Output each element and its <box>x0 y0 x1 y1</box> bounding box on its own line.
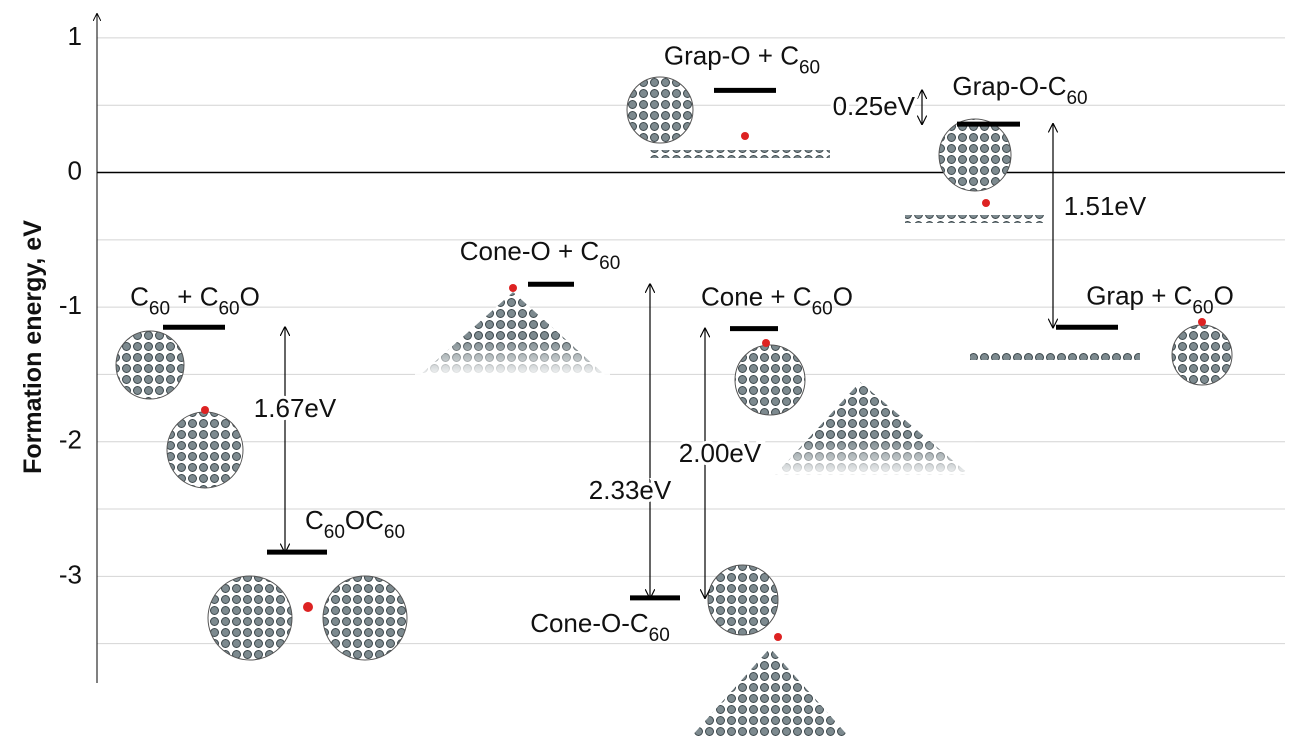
molecule <box>323 576 407 660</box>
molecule <box>1172 325 1232 385</box>
fade <box>770 440 975 478</box>
oxygen <box>982 199 990 207</box>
y-tick-label: -2 <box>59 425 82 455</box>
oxygen <box>774 633 782 641</box>
y-tick-label: 1 <box>68 21 82 51</box>
oxygen <box>1198 318 1206 326</box>
graphene <box>650 150 830 158</box>
oxygen <box>762 339 770 347</box>
molecule <box>708 565 778 635</box>
y-tick-label: -1 <box>59 290 82 320</box>
chart: Formation energy, eV 1 0 -1 -2 -3 C60 + C60O C… <box>0 0 1294 738</box>
molecule <box>116 331 184 399</box>
level-label: Grap + C60O <box>1086 280 1234 318</box>
molecule <box>735 345 805 415</box>
level-label: Grap-O-C60 <box>952 71 1087 109</box>
y-tick-label: -3 <box>59 559 82 589</box>
graphene <box>905 215 1045 223</box>
level-label: Cone-O-C60 <box>530 608 670 646</box>
molecule <box>627 77 693 143</box>
molecule <box>208 576 292 660</box>
level-label: C60OC60 <box>305 505 405 543</box>
y-axis-label: Formation energy, eV <box>19 220 47 474</box>
level-label: Cone + C60O <box>701 282 853 320</box>
fade <box>415 340 610 378</box>
molecule <box>939 119 1011 191</box>
graphene <box>970 352 1140 360</box>
oxygen <box>741 132 749 140</box>
oxygen <box>201 406 209 414</box>
oxygen <box>509 284 517 292</box>
oxygen <box>303 602 313 612</box>
gap-label: 2.33eV <box>589 475 672 505</box>
cone <box>690 648 850 738</box>
level-label: Cone-O + C60 <box>460 236 621 274</box>
gap-label: 1.51eV <box>1064 191 1147 221</box>
gap-label: 2.00eV <box>679 438 762 468</box>
molecule <box>167 412 243 488</box>
level-label: Grap-O + C60 <box>664 40 820 78</box>
y-tick-label: 0 <box>68 155 82 185</box>
level-label: C60 + C60O <box>130 281 260 319</box>
gap-label: 1.67eV <box>254 393 337 423</box>
gap-label: 0.25eV <box>833 91 916 121</box>
